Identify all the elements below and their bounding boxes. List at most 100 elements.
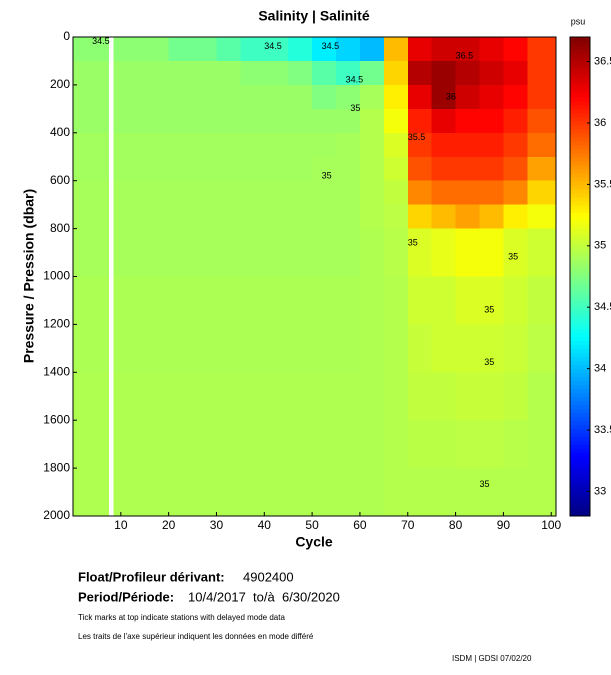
heat-cell: [113, 468, 146, 517]
heat-cell: [407, 60, 433, 86]
colorbar-step: [570, 344, 590, 349]
colorbar-step: [570, 80, 590, 86]
colorbar-step: [570, 384, 590, 389]
colorbar-tick-label: 36.5: [594, 55, 611, 67]
colorbar-step: [570, 264, 590, 270]
heat-cell: [168, 324, 194, 373]
colorbar-step: [570, 444, 590, 449]
heat-cell: [479, 204, 504, 230]
heat-cell: [479, 60, 504, 86]
heat-cell: [431, 60, 457, 86]
heat-cell: [264, 276, 289, 325]
colorbar-step: [570, 220, 590, 226]
period: 10/4/2017 to/à 6/30/2020: [188, 589, 340, 604]
heat-cell: [503, 276, 528, 325]
heat-cell: [113, 420, 146, 469]
heat-cell: [216, 468, 241, 517]
heat-cell: [312, 60, 337, 86]
heat-cell: [108, 180, 115, 206]
heat-cell: [431, 468, 457, 517]
heat-cell: [168, 156, 194, 182]
colorbar-step: [570, 216, 590, 222]
heat-cell: [144, 60, 170, 86]
colorbar-step: [570, 124, 590, 130]
heat-cell: [359, 60, 385, 86]
y-tick-label: 200: [50, 77, 70, 91]
colorbar-step: [570, 368, 590, 373]
heat-cell: [288, 228, 313, 277]
heat-cell: [336, 324, 361, 373]
contour-label: 35.5: [408, 132, 426, 142]
heat-cell: [216, 60, 241, 86]
colorbar-step: [570, 432, 590, 437]
heat-cell: [407, 180, 433, 206]
heat-cell: [108, 228, 115, 277]
heat-cell: [527, 372, 557, 421]
colorbar-step: [570, 132, 590, 138]
heat-cell: [192, 276, 217, 325]
x-tick-label: 90: [497, 518, 511, 532]
heat-cell: [455, 60, 480, 86]
heat-cell: [479, 324, 504, 373]
heat-cell: [383, 324, 409, 373]
heat-cell: [455, 324, 480, 373]
heat-cell: [264, 204, 289, 230]
heat-cell: [168, 37, 194, 62]
heat-cell: [336, 228, 361, 277]
heat-cell: [240, 108, 265, 134]
heat-cell: [407, 228, 433, 277]
heat-cell: [108, 372, 115, 421]
colorbar-step: [570, 500, 590, 505]
colorbar-step: [570, 420, 590, 425]
colorbar-step: [570, 448, 590, 453]
colorbar-step: [570, 236, 590, 242]
heat-cell: [240, 60, 265, 86]
heat-cell: [431, 372, 457, 421]
contour-label: 35: [408, 237, 418, 247]
colorbar-step: [570, 508, 590, 513]
heat-cell: [108, 420, 115, 469]
heat-cell: [113, 324, 146, 373]
heat-cell: [192, 420, 217, 469]
heat-cell: [144, 468, 170, 517]
contour-label: 35: [484, 357, 494, 367]
heat-cell: [527, 276, 557, 325]
colorbar-step: [570, 284, 590, 290]
heat-cell: [240, 37, 265, 62]
colorbar-step: [570, 476, 590, 481]
colorbar-step: [570, 260, 590, 266]
contour-label: 34.5: [264, 41, 282, 51]
heat-cell: [113, 228, 146, 277]
heat-cell: [383, 420, 409, 469]
colorbar-step: [570, 156, 590, 162]
colorbar-step: [570, 336, 590, 341]
colorbar-step: [570, 100, 590, 106]
heat-cell: [359, 37, 385, 62]
colorbar-step: [570, 204, 590, 210]
heat-cell: [336, 132, 361, 158]
heat-cell: [168, 204, 194, 230]
heat-cell: [503, 204, 528, 230]
heat-cell: [144, 84, 170, 110]
heat-cell: [240, 468, 265, 517]
heat-cell: [503, 180, 528, 206]
x-tick-label: 50: [305, 518, 319, 532]
heat-cell: [192, 37, 217, 62]
colorbar-step: [570, 404, 590, 409]
colorbar-step: [570, 176, 590, 182]
heat-cell: [192, 180, 217, 206]
heat-cell: [240, 372, 265, 421]
heat-cell: [383, 180, 409, 206]
colorbar-step: [570, 120, 590, 126]
contour-label: 34.5: [322, 41, 340, 51]
heat-cell: [288, 468, 313, 517]
colorbar-step: [570, 472, 590, 477]
colorbar-step: [570, 340, 590, 345]
heat-cell: [503, 228, 528, 277]
heat-cell: [359, 276, 385, 325]
colorbar-step: [570, 316, 590, 322]
heat-cell: [168, 420, 194, 469]
heat-cell: [359, 156, 385, 182]
colorbar-step: [570, 412, 590, 417]
